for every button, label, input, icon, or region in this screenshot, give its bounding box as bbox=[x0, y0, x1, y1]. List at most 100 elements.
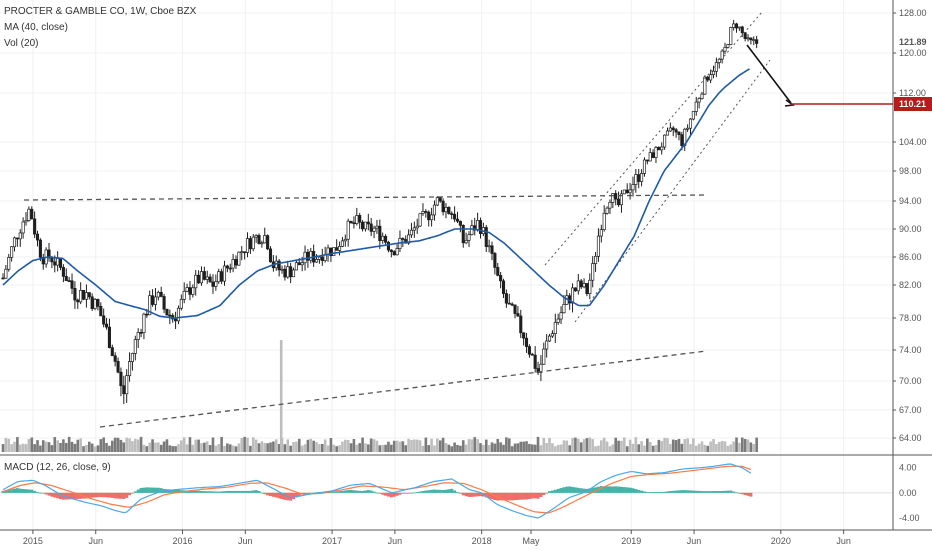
volume-bar bbox=[312, 440, 315, 452]
volume-bar bbox=[473, 437, 477, 452]
candle-body bbox=[58, 258, 63, 268]
volume-bar bbox=[421, 445, 425, 452]
candle-body bbox=[599, 229, 603, 237]
volume-bar bbox=[623, 437, 626, 452]
macd-histogram-bar bbox=[530, 492, 534, 499]
macd-histogram-bar bbox=[30, 489, 34, 493]
macd-histogram-bar bbox=[110, 492, 114, 498]
candle-body bbox=[93, 299, 97, 309]
macd-histogram-bar bbox=[280, 492, 284, 500]
macd-histogram-bar bbox=[33, 490, 37, 493]
volume-bar bbox=[27, 438, 31, 452]
candle-body bbox=[432, 204, 437, 216]
candle-body bbox=[697, 98, 701, 103]
macd-histogram-bar bbox=[263, 492, 267, 495]
candle-body bbox=[225, 265, 229, 269]
candle-body bbox=[737, 26, 741, 29]
macd-histogram-bar bbox=[663, 491, 667, 493]
volume-bar bbox=[16, 437, 19, 452]
candle-body bbox=[392, 251, 396, 256]
volume-bar bbox=[151, 439, 154, 452]
volume-bar bbox=[320, 444, 324, 452]
macd-histogram-bar bbox=[668, 491, 672, 493]
macd-histogram-bar bbox=[76, 492, 80, 499]
candle-body bbox=[237, 251, 241, 266]
candle-body bbox=[361, 221, 365, 230]
volume-bar bbox=[1, 444, 5, 452]
macd-histogram-bar bbox=[38, 492, 42, 494]
macd-histogram-bar bbox=[303, 492, 307, 494]
macd-histogram-bar bbox=[723, 490, 727, 493]
macd-histogram-bar bbox=[703, 491, 707, 493]
candle-body bbox=[176, 307, 181, 322]
volume-bar bbox=[174, 446, 177, 452]
candle-body bbox=[665, 130, 670, 136]
macd-histogram-bar bbox=[559, 488, 563, 493]
candle-body bbox=[752, 39, 756, 42]
macd-histogram-bar bbox=[90, 492, 94, 498]
candle-body bbox=[317, 256, 321, 260]
volume-bar bbox=[519, 441, 523, 452]
macd-histogram-bar bbox=[619, 486, 623, 493]
candle-body bbox=[611, 193, 615, 203]
volume-bar bbox=[418, 440, 422, 452]
price-tick-label: 74.00 bbox=[899, 345, 922, 355]
macd-tick-label: 0.00 bbox=[899, 488, 917, 498]
macd-histogram-bar bbox=[346, 490, 350, 493]
candle-body bbox=[125, 375, 129, 395]
macd-histogram-bar bbox=[415, 492, 419, 493]
candle-body bbox=[576, 280, 580, 292]
volume-bar bbox=[159, 444, 163, 452]
macd-histogram-bar bbox=[363, 490, 367, 493]
volume-bar bbox=[185, 444, 189, 452]
candle-body bbox=[550, 333, 554, 337]
chart-title: PROCTER & GAMBLE CO, 1W, Cboe BZX bbox=[4, 6, 197, 17]
macd-histogram-bar bbox=[366, 490, 370, 493]
candle-body bbox=[645, 159, 649, 162]
macd-histogram-bar bbox=[507, 492, 511, 501]
macd-histogram-bar bbox=[119, 492, 123, 499]
macd-histogram-bar bbox=[697, 490, 701, 493]
candle-body bbox=[674, 129, 678, 133]
volume-bar bbox=[617, 440, 620, 452]
volume-bar bbox=[372, 439, 376, 452]
volume-bar bbox=[191, 444, 195, 452]
macd-histogram-bar bbox=[67, 492, 71, 500]
macd-histogram-bar bbox=[369, 490, 373, 493]
candle-body bbox=[694, 101, 698, 112]
volume-bar bbox=[108, 445, 111, 452]
volume-bar bbox=[588, 437, 592, 452]
candle-body bbox=[352, 222, 356, 225]
volume-bar bbox=[582, 439, 586, 452]
price-tick-label: 86.00 bbox=[899, 252, 922, 262]
candle-body bbox=[504, 293, 508, 304]
candle-body bbox=[755, 39, 759, 44]
candle-body bbox=[458, 220, 462, 226]
macd-histogram-bar bbox=[237, 490, 241, 493]
volume-bar bbox=[551, 443, 554, 452]
candle-body bbox=[139, 332, 143, 334]
volume-bar bbox=[346, 440, 350, 452]
macd-histogram-bar bbox=[720, 490, 724, 493]
macd-histogram-bar bbox=[651, 491, 655, 493]
macd-histogram-bar bbox=[461, 492, 465, 496]
volume-bar bbox=[87, 441, 91, 452]
macd-histogram-bar bbox=[553, 489, 557, 493]
volume-bar bbox=[197, 439, 200, 452]
macd-histogram-bar bbox=[125, 492, 129, 498]
candle-body bbox=[496, 267, 500, 276]
macd-histogram-bar bbox=[18, 488, 22, 493]
support-line bbox=[99, 350, 707, 428]
volume-bar bbox=[436, 438, 439, 452]
candle-body bbox=[628, 189, 632, 194]
volume-bar bbox=[274, 439, 278, 452]
volume-bar bbox=[666, 438, 669, 452]
macd-histogram-bar bbox=[240, 490, 244, 493]
candle-body bbox=[113, 355, 117, 362]
target-price-label: 110.21 bbox=[899, 99, 926, 109]
price-tick-label: 70.00 bbox=[899, 376, 922, 386]
candle-body bbox=[90, 296, 94, 309]
volume-bar bbox=[67, 436, 71, 452]
macd-histogram-bar bbox=[533, 492, 537, 499]
